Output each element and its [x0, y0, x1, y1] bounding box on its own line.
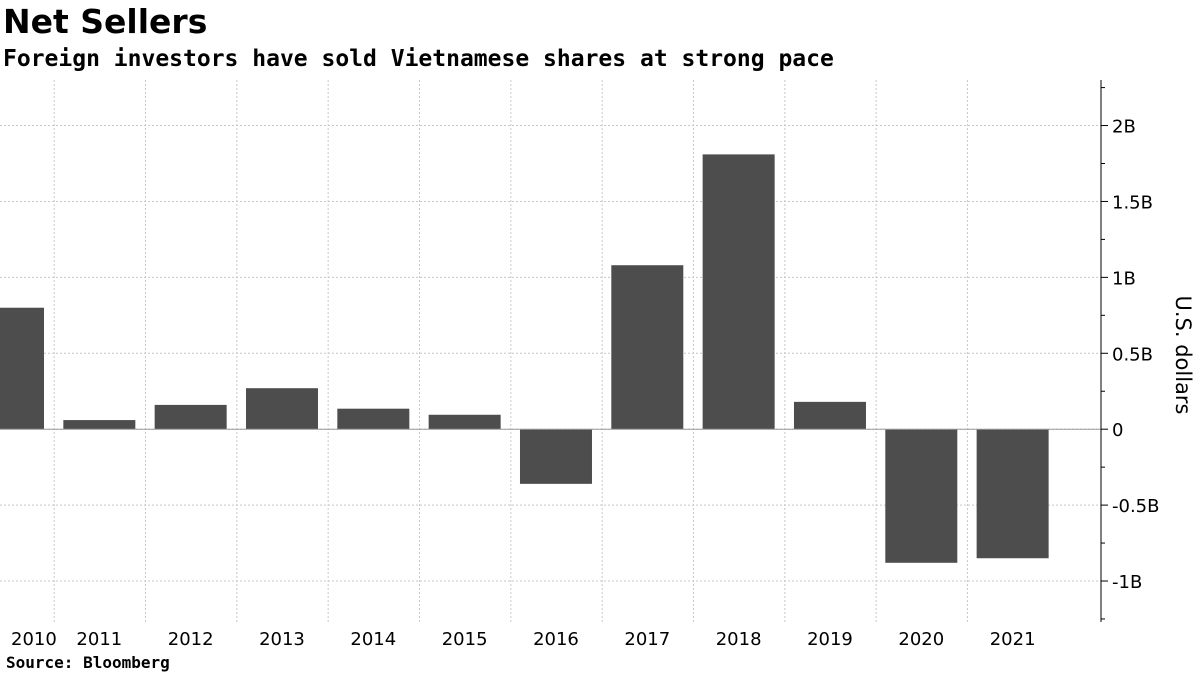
bar-2015	[428, 414, 501, 430]
x-tick-label: 2012	[168, 629, 214, 650]
x-axis-labels: 2010 2011 2012 2013 2014 2015 2016 2017 2018 2019…	[11, 629, 1036, 650]
bar-2018	[702, 154, 775, 430]
x-tick-label: 2016	[533, 629, 579, 650]
x-tick-label: 2017	[624, 629, 670, 650]
source-note: Source: Bloomberg	[6, 653, 170, 672]
x-tick-label: 2011	[76, 629, 122, 650]
y-tick-label: 1.5B	[1112, 192, 1153, 213]
y-axis-label: U.S. dollars	[1171, 295, 1195, 414]
bars	[0, 154, 1101, 563]
y-tick-label: -0.5B	[1112, 496, 1159, 517]
bar-2014	[337, 408, 410, 430]
y-tick-label: 1B	[1112, 268, 1136, 289]
x-tick-label: 2018	[716, 629, 762, 650]
chart-subtitle: Foreign investors have sold Vietnamese s…	[3, 46, 834, 72]
bar-2017	[611, 265, 684, 430]
bar-2016	[519, 429, 592, 484]
x-tick-label: 2010	[11, 629, 57, 650]
bar-2021	[976, 429, 1049, 559]
x-tick-label: 2020	[898, 629, 944, 650]
x-tick-label: 2019	[807, 629, 853, 650]
bar-2020	[885, 429, 958, 563]
bar-2012	[154, 404, 227, 430]
x-tick-label: 2021	[990, 629, 1036, 650]
bar-2013	[245, 388, 318, 430]
bar-2019	[793, 401, 866, 430]
x-tick-label: 2015	[442, 629, 488, 650]
bar-2011	[63, 420, 136, 430]
y-tick-label: 0	[1112, 420, 1123, 441]
bar-2010	[0, 307, 44, 430]
x-tick-label: 2014	[350, 629, 396, 650]
y-tick-label: 2B	[1112, 117, 1136, 138]
y-axis: 2B 1.5B 1B 0.5B 0 -0.5B -1B	[1100, 80, 1159, 622]
y-tick-label: -1B	[1112, 572, 1142, 593]
y-tick-label: 0.5B	[1112, 344, 1153, 365]
chart-title: Net Sellers	[3, 2, 208, 41]
x-tick-label: 2013	[259, 629, 305, 650]
